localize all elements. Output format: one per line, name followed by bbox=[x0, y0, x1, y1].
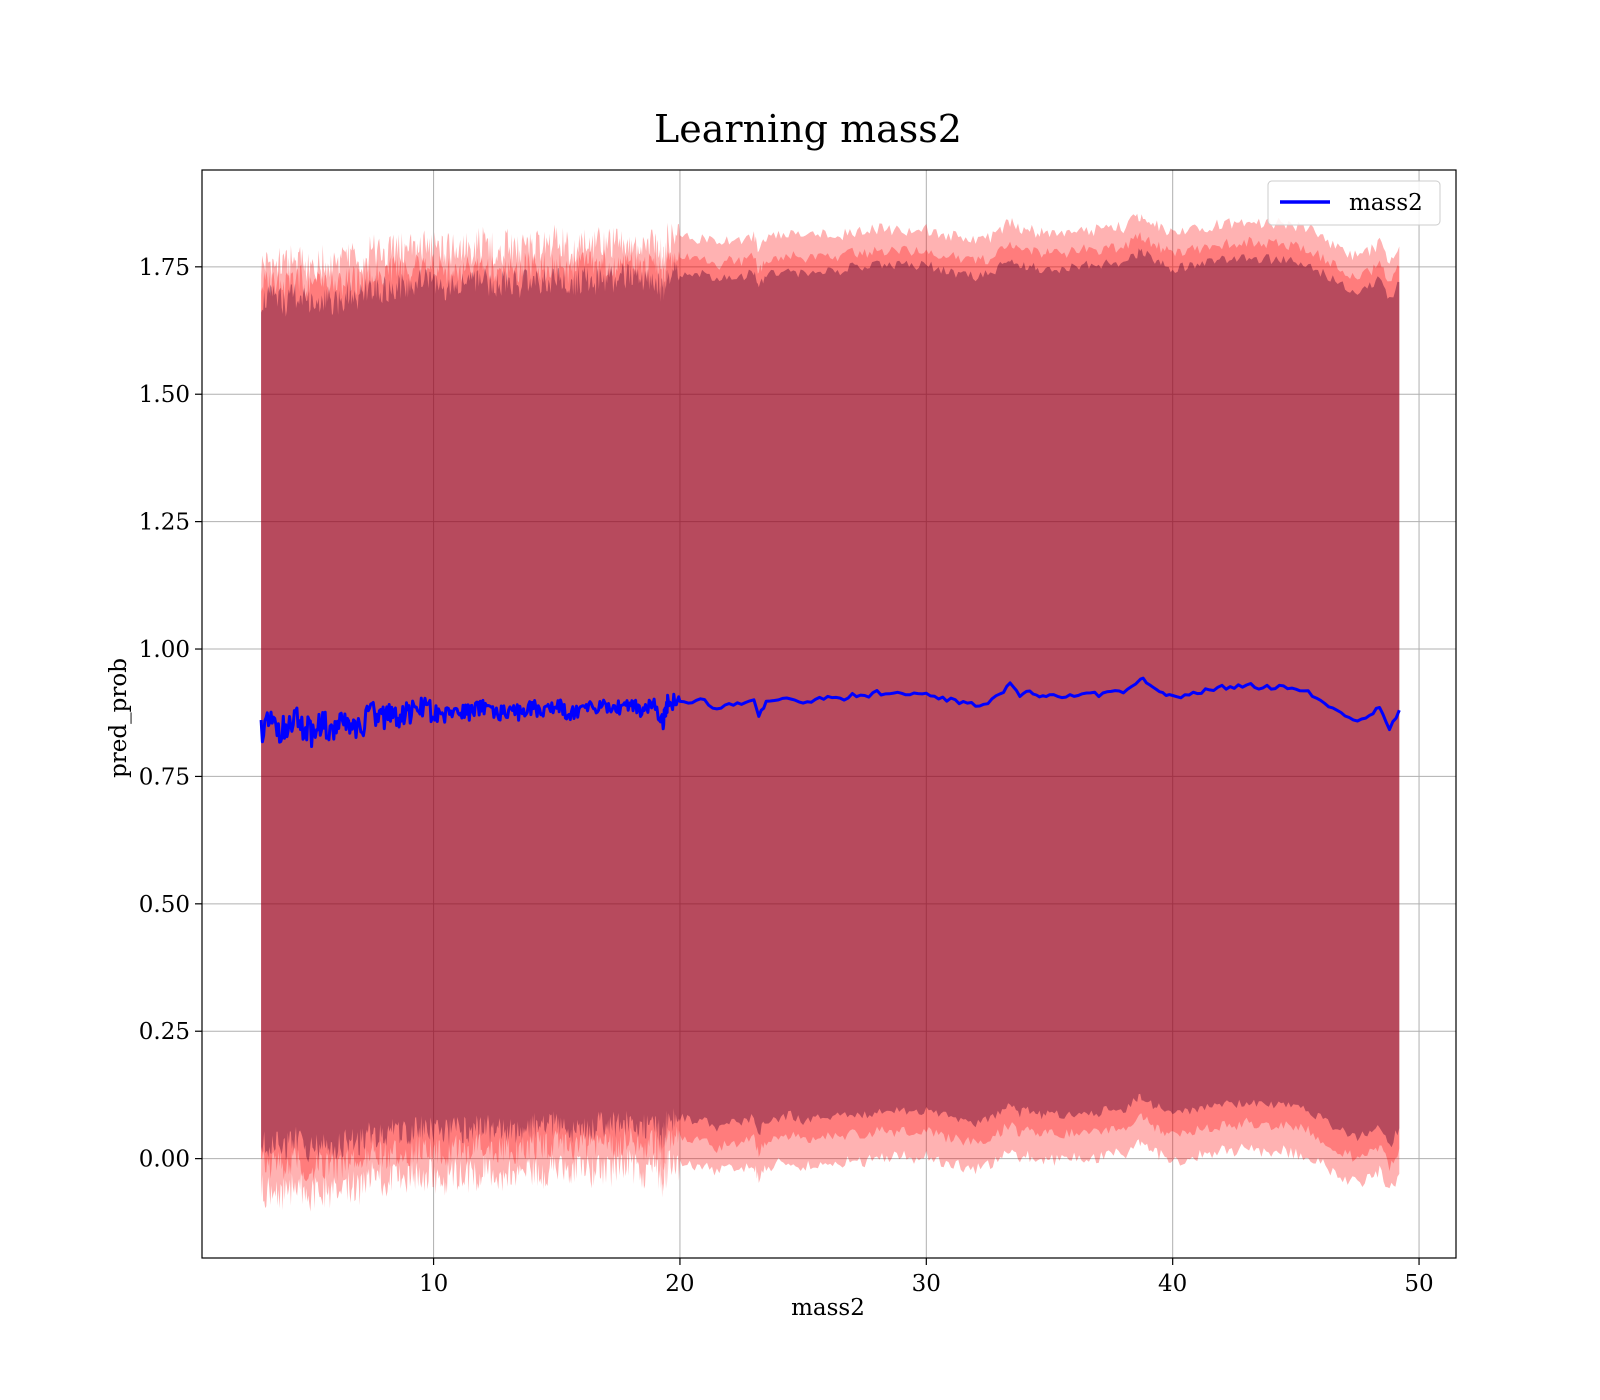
y-tick-label: 1.00 bbox=[139, 637, 190, 663]
y-tick-label: 1.75 bbox=[139, 255, 190, 281]
legend: mass2 bbox=[1267, 180, 1441, 226]
series-line-mass2 bbox=[259, 676, 1401, 748]
middle-band-2sigma bbox=[261, 232, 1400, 1182]
y-tick-label: 1.50 bbox=[139, 382, 190, 408]
x-tick-label: 50 bbox=[1404, 1271, 1433, 1297]
y-tick-label: 0.50 bbox=[139, 892, 190, 918]
y-axis-label: pred_prob bbox=[106, 658, 132, 778]
chart-title: Learning mass2 bbox=[654, 107, 962, 151]
inner-band-1sigma bbox=[261, 248, 1400, 1163]
x-tick-label: 40 bbox=[1158, 1271, 1187, 1297]
legend-label-mass2: mass2 bbox=[1349, 190, 1423, 216]
x-tick-label: 10 bbox=[419, 1271, 448, 1297]
x-tick-label: 30 bbox=[912, 1271, 941, 1297]
y-tick-label: 0.00 bbox=[139, 1147, 190, 1173]
plot-area: 10 20 30 40 50 0.00 0.25 0.50 0.75 1.00 1.25 1.50 1.… bbox=[139, 169, 1457, 1297]
legend-box bbox=[1267, 180, 1441, 226]
outer-band-3sigma bbox=[261, 213, 1400, 1212]
x-axis-label: mass2 bbox=[791, 1295, 865, 1321]
y-tick-label: 0.75 bbox=[139, 764, 190, 790]
plot-frame bbox=[201, 169, 1457, 1259]
y-tick-label: 0.25 bbox=[139, 1019, 190, 1045]
y-tick-label: 1.25 bbox=[139, 510, 190, 536]
x-tick-label: 20 bbox=[665, 1271, 694, 1297]
uncertainty-bands bbox=[261, 213, 1400, 1212]
